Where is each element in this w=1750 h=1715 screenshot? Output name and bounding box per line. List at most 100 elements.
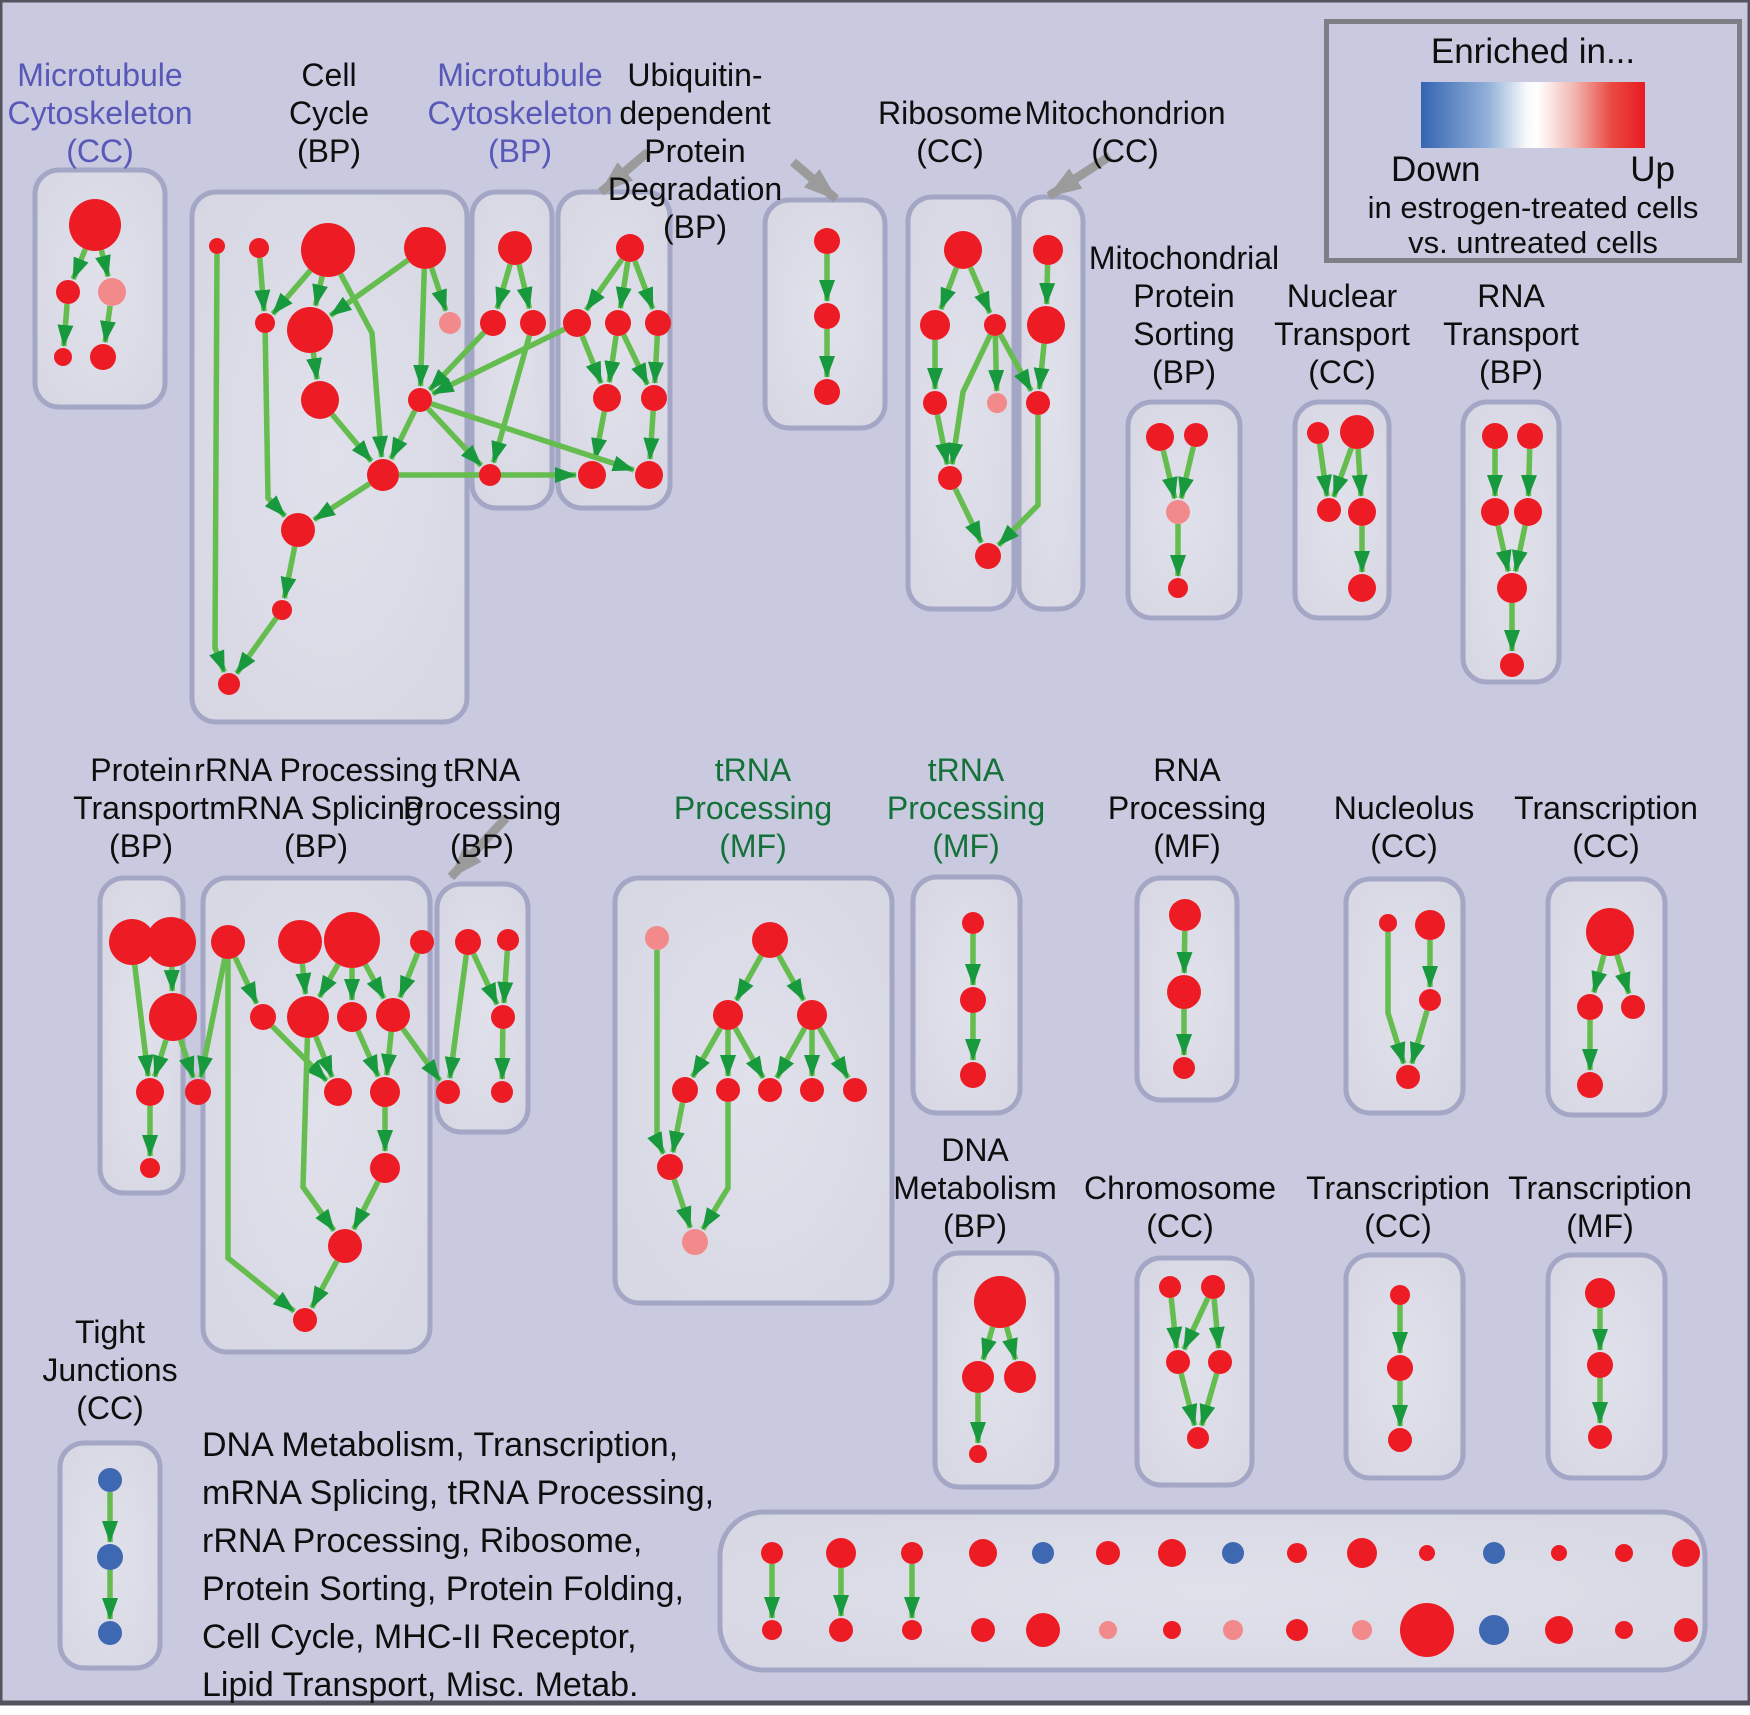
go-term-node <box>293 1308 317 1332</box>
legend-subtitle-1: in estrogen-treated cells <box>1367 190 1699 225</box>
go-term-node <box>1027 306 1065 344</box>
edge-arrow <box>163 966 180 992</box>
go-term-node <box>211 925 245 959</box>
go-term-node <box>1166 1350 1190 1374</box>
go-term-node <box>1208 1350 1232 1374</box>
go-term-node <box>146 917 196 967</box>
edge-arrow <box>313 1035 335 1079</box>
edge-arrow <box>209 253 227 673</box>
go-term-node <box>901 1542 923 1564</box>
cluster-label-rb: Ribosome (CC) <box>878 94 1022 170</box>
go-term-node <box>97 1544 123 1570</box>
go-term-node <box>1201 1275 1225 1299</box>
cluster-label-line: Processing <box>673 790 833 826</box>
edge-arrow <box>1002 1326 1019 1361</box>
edge-arrow <box>938 266 959 311</box>
go-term-node <box>1587 1352 1613 1378</box>
go-term-node <box>1481 498 1509 526</box>
go-term-node <box>645 926 669 950</box>
go-term-node <box>491 1005 515 1029</box>
go-term-node <box>1483 1542 1505 1564</box>
edge-arrow <box>57 303 74 347</box>
go-term-node <box>370 1153 400 1183</box>
go-term-node <box>376 998 410 1032</box>
edge-arrow <box>312 275 328 307</box>
edge-arrow <box>643 410 660 460</box>
go-term-node <box>497 929 519 951</box>
label-pointer-arrow <box>1046 152 1113 200</box>
go-term-node <box>1158 1539 1186 1567</box>
cluster-label-rp: RNA Processing (MF) <box>1108 751 1266 865</box>
cross-cluster-edge-arrow <box>996 415 1041 548</box>
cluster-box-wb <box>717 1509 1708 1673</box>
go-term-node <box>281 513 315 547</box>
cluster-label-line: Processing <box>886 790 1046 826</box>
go-term-node <box>98 1621 122 1645</box>
go-term-node <box>1400 1603 1454 1657</box>
cluster-label-line: Chromosome <box>1083 1170 1277 1206</box>
edge-arrow <box>774 1026 808 1080</box>
go-term-node <box>408 388 432 412</box>
edge-arrow <box>621 333 650 386</box>
go-term-node <box>1551 1545 1567 1561</box>
go-term-node <box>944 231 982 269</box>
edge-arrow <box>309 1259 340 1310</box>
edge-arrow <box>1178 446 1196 500</box>
go-term-node <box>1168 578 1188 598</box>
edge-arrow <box>647 950 666 1155</box>
edge-arrow <box>1409 1009 1430 1065</box>
go-term-node <box>814 379 840 405</box>
edge-arrow <box>312 481 372 523</box>
cluster-label-nt: Nuclear Transport (CC) <box>1274 277 1410 391</box>
go-term-node <box>1340 415 1374 449</box>
go-term-node <box>987 393 1007 413</box>
go-term-node <box>1166 500 1190 524</box>
go-term-node <box>1577 1072 1603 1098</box>
cluster-label-line: Ubiquitin- <box>627 57 763 93</box>
cluster-label-line: Transport <box>1443 316 1579 352</box>
cluster-label-line: Protein <box>90 752 192 788</box>
go-term-node <box>218 673 240 695</box>
cluster-label-ms: Mitochondrial Protein Sorting (BP) <box>1089 239 1279 391</box>
go-term-node <box>1415 910 1445 940</box>
cluster-box-tm <box>612 875 895 1306</box>
cluster-label-line: Tight <box>75 1314 145 1350</box>
cluster-label-line: Mitochondrion <box>1024 95 1226 131</box>
go-term-node <box>1585 1278 1615 1308</box>
cluster-label-line: Cytoskeleton <box>7 95 193 131</box>
go-term-node <box>1159 1276 1181 1298</box>
edge-arrow <box>1495 525 1512 573</box>
cluster-label-line: Metabolism <box>893 1170 1057 1206</box>
go-term-node <box>800 1078 824 1102</box>
edge-arrow <box>317 962 341 999</box>
go-term-node <box>140 1158 160 1178</box>
cluster-label-line: (CC) <box>1091 133 1159 169</box>
cluster-label-tm: tRNA Processing (MF) <box>674 751 832 865</box>
cluster-label-mc: Microtubule Cytoskeleton (CC) <box>8 56 193 170</box>
go-term-node <box>272 600 292 620</box>
go-term-node <box>974 1276 1026 1328</box>
go-term-node <box>90 344 116 370</box>
cluster-label-line: (BP) <box>109 828 173 864</box>
cluster-label-line: Transcription <box>1514 790 1698 826</box>
edge-arrow <box>232 956 260 1005</box>
go-term-node <box>249 238 269 258</box>
go-term-node <box>1545 1616 1573 1644</box>
go-term-node <box>814 303 840 329</box>
go-term-node <box>1033 235 1063 265</box>
go-term-node <box>324 912 380 968</box>
go-term-node <box>635 461 663 489</box>
go-term-node <box>713 1000 743 1030</box>
edge-arrow <box>516 263 533 310</box>
cluster-box-tc <box>1545 876 1668 1118</box>
go-term-node <box>491 1081 513 1103</box>
edge-arrow <box>428 267 449 312</box>
go-term-node <box>209 238 225 254</box>
edge-arrow <box>732 1026 766 1080</box>
cluster-label-line: Degradation <box>607 171 783 207</box>
cluster-label-mb: Microtubule Cytoskeleton (BP) <box>428 56 613 170</box>
go-term-node <box>1286 1619 1308 1641</box>
go-term-node <box>1482 423 1508 449</box>
go-term-node <box>672 1077 698 1103</box>
edge-arrow <box>690 1026 723 1079</box>
